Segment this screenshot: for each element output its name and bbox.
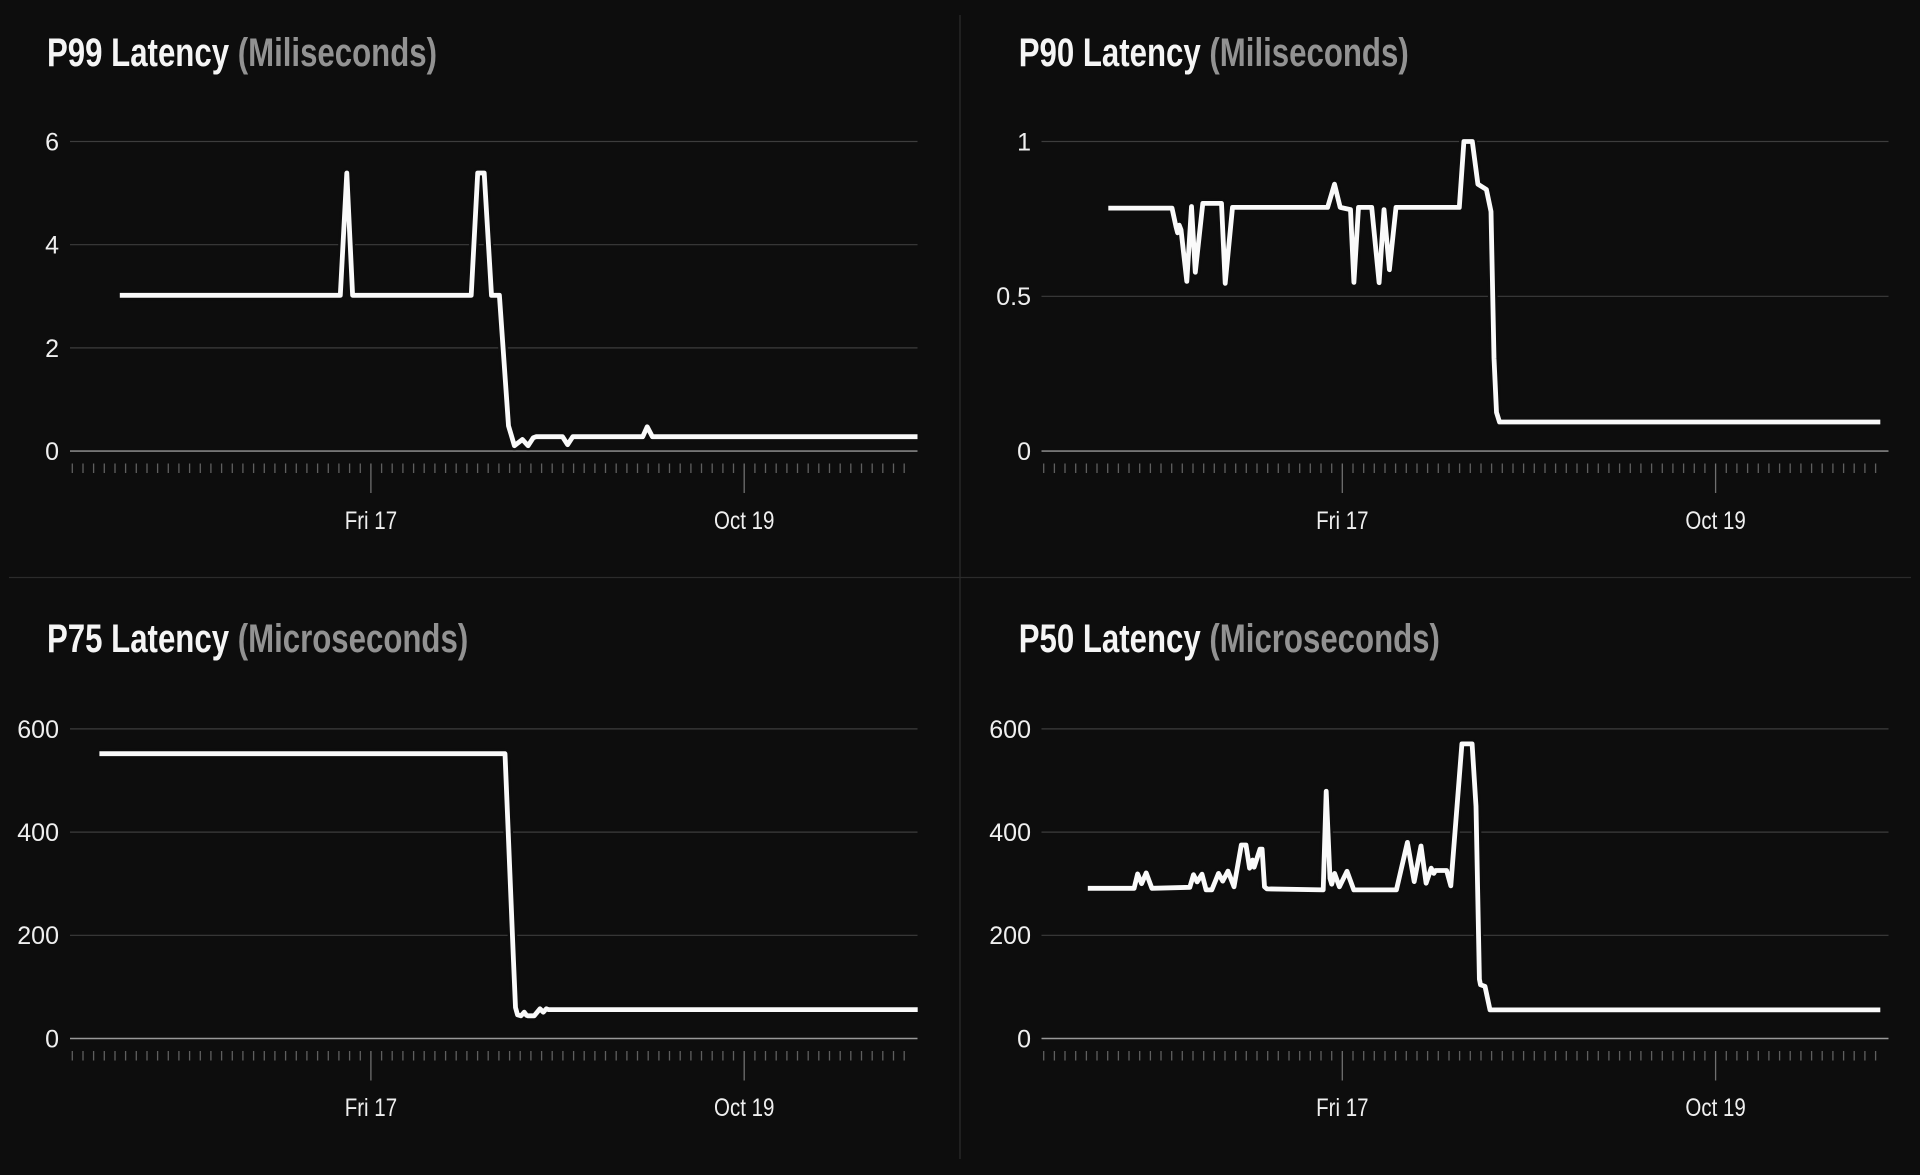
svg-text:Oct 19: Oct 19: [1685, 506, 1745, 534]
svg-text:2: 2: [45, 335, 59, 363]
svg-text:0: 0: [1017, 438, 1031, 466]
svg-text:Fri 17: Fri 17: [1316, 1093, 1368, 1121]
svg-text:4: 4: [45, 232, 59, 260]
svg-text:Oct 19: Oct 19: [714, 506, 774, 534]
svg-text:600: 600: [17, 716, 59, 744]
svg-text:200: 200: [989, 922, 1031, 950]
svg-text:Fri 17: Fri 17: [1316, 506, 1368, 534]
svg-text:P50 Latency (Microseconds): P50 Latency (Microseconds): [1019, 616, 1440, 661]
svg-text:Fri 17: Fri 17: [345, 506, 397, 534]
svg-text:1: 1: [1017, 128, 1031, 156]
svg-text:P99 Latency (Miliseconds): P99 Latency (Miliseconds): [47, 30, 437, 75]
svg-text:Oct 19: Oct 19: [1685, 1093, 1745, 1121]
svg-text:600: 600: [989, 716, 1031, 744]
svg-text:6: 6: [45, 128, 59, 156]
svg-text:400: 400: [989, 819, 1031, 847]
svg-text:200: 200: [17, 922, 59, 950]
svg-text:0: 0: [1017, 1025, 1031, 1053]
svg-text:400: 400: [17, 819, 59, 847]
svg-text:P75 Latency (Microseconds): P75 Latency (Microseconds): [47, 616, 468, 661]
svg-text:0: 0: [45, 1025, 59, 1053]
svg-text:P90 Latency (Miliseconds): P90 Latency (Miliseconds): [1019, 30, 1409, 75]
svg-text:0: 0: [45, 438, 59, 466]
svg-text:Fri 17: Fri 17: [345, 1093, 397, 1121]
svg-text:0.5: 0.5: [996, 283, 1031, 311]
svg-text:Oct 19: Oct 19: [714, 1093, 774, 1121]
